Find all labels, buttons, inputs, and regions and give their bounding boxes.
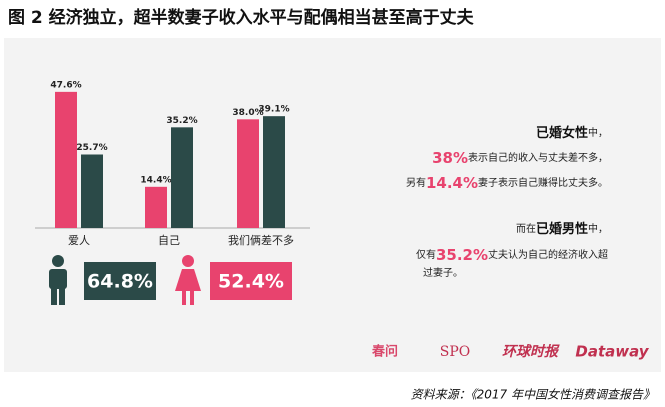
note-text: 35.2% <box>436 246 488 264</box>
value-label: 39.1% <box>258 105 289 115</box>
logo: 春问 <box>371 344 398 360</box>
note-line: 过妻子。 <box>423 266 463 279</box>
note-text: 中， <box>588 126 608 139</box>
note-text: 另有 <box>406 176 426 189</box>
bar <box>145 186 167 228</box>
male-icon <box>49 255 67 305</box>
note-text: 妻子表示自己赚得比丈夫多。 <box>478 176 608 189</box>
note-text: 而在 <box>516 223 536 235</box>
logo: Dataway <box>575 343 649 361</box>
note-text: 已婚男性 <box>536 221 588 237</box>
stat-box <box>84 262 156 300</box>
note-line: 38%表示自己的收入与丈夫差不多， <box>432 149 608 167</box>
value-label: 25.7% <box>76 143 107 153</box>
stat-value: 64.8% <box>87 271 153 293</box>
x-tick-label: 我们俩差不多 <box>228 233 294 247</box>
bar <box>171 127 193 228</box>
value-label: 38.0% <box>232 108 263 118</box>
note-text: 38% <box>432 149 468 167</box>
bar <box>263 116 285 228</box>
stat-value: 52.4% <box>218 271 284 293</box>
bar <box>55 91 77 228</box>
note-line: 另有14.4%妻子表示自己赚得比丈夫多。 <box>406 174 608 192</box>
value-label: 14.4% <box>140 175 171 185</box>
note-text: 14.4% <box>426 174 478 192</box>
stat-box <box>210 262 292 300</box>
note-text: 中， <box>588 222 608 235</box>
note-text: 丈夫认为自己的经济收入超 <box>488 248 608 261</box>
logo: 环球时报 <box>502 343 560 360</box>
female-icon <box>175 255 201 305</box>
logo: SPO <box>440 344 471 360</box>
value-label: 35.2% <box>166 116 197 126</box>
x-tick-label: 自己 <box>158 234 180 247</box>
panel <box>4 38 661 372</box>
bar <box>237 119 259 228</box>
note-text: 仅有 <box>416 248 436 261</box>
x-tick-label: 爱人 <box>68 234 90 247</box>
note-text: 过妻子。 <box>423 266 463 279</box>
note-line: 而在已婚男性中， <box>516 221 608 237</box>
source: 资料来源：《2017 年中国女性消费调查报告》 <box>411 388 655 402</box>
note-line: 已婚女性中， <box>536 125 608 141</box>
note-text: 表示自己的收入与丈夫差不多， <box>468 151 608 164</box>
value-label: 47.6% <box>50 80 81 90</box>
title: 图 2 经济独立，超半数妻子收入水平与配偶相当甚至高于丈夫 <box>8 7 475 28</box>
note-line: 仅有35.2%丈夫认为自己的经济收入超 <box>416 246 608 264</box>
note-text: 已婚女性 <box>536 125 588 141</box>
bar <box>81 154 103 228</box>
